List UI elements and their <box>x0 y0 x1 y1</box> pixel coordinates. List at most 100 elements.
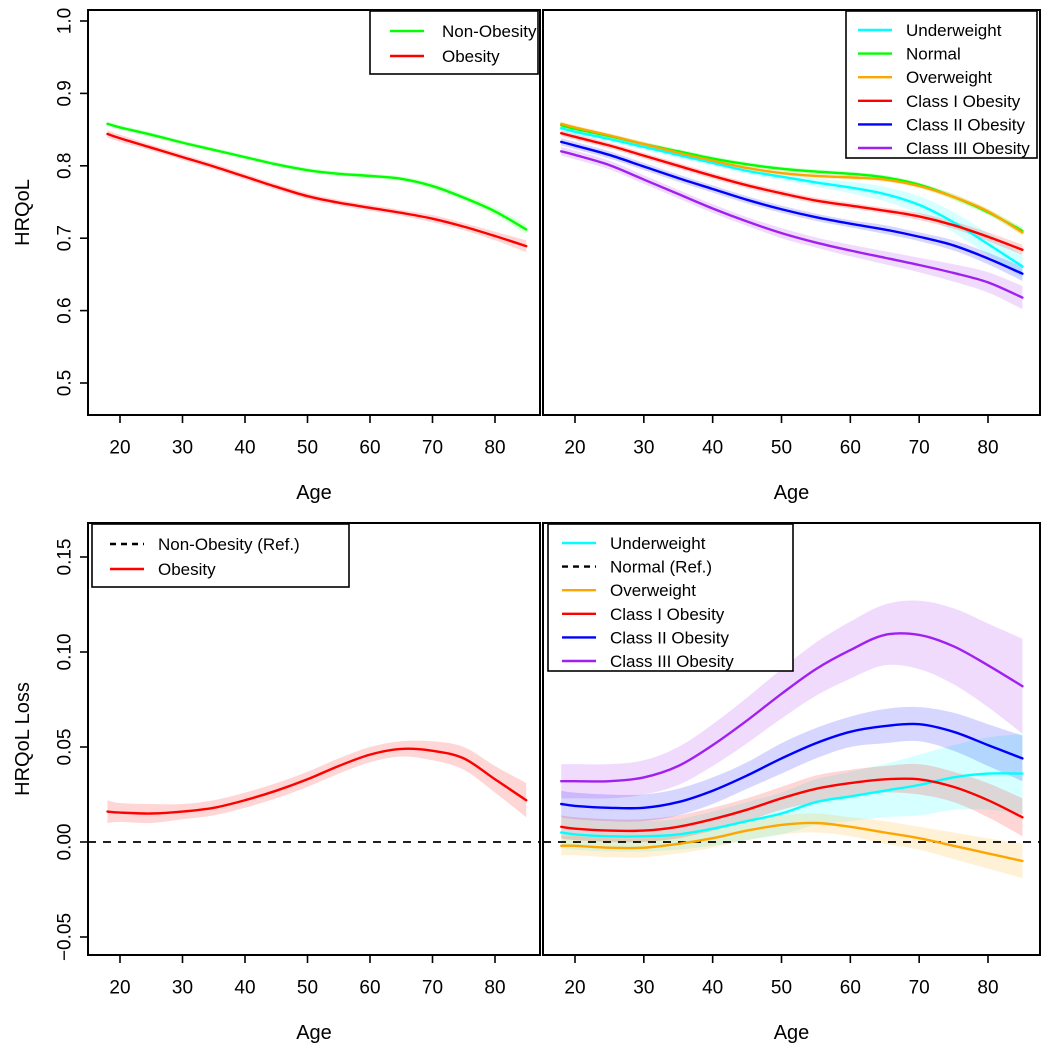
y-axis-hrqol-by-obesity-status: 0.5 0.6 0.7 0.8 0.9 1.0 HRQoL <box>12 8 88 396</box>
legend-item-class-i-obesity: Class I Obesity <box>562 605 725 624</box>
x-tick-label: 20 <box>564 978 585 999</box>
x-tick-label: 70 <box>909 438 930 459</box>
legend-item-label: Overweight <box>610 581 696 600</box>
legend-item-non-obesity-ref: Non-Obesity (Ref.) <box>110 535 300 554</box>
band-class-i-obesity <box>561 763 1023 843</box>
x-tick-label: 60 <box>359 978 380 999</box>
plot-area-hrqol-loss-by-bmi-category <box>543 600 1040 879</box>
legend-hrqol-by-obesity-status: Non-Obesity Obesity <box>369 10 539 75</box>
legend-item-label: Normal <box>906 45 961 64</box>
x-tick-label: 40 <box>234 438 255 459</box>
series-line-non-obesity <box>106 122 528 231</box>
series-line-obesity <box>106 132 528 248</box>
legend-item-overweight: Overweight <box>562 581 696 600</box>
band-obesity <box>107 740 527 824</box>
legend-item-class-ii-obesity: Class II Obesity <box>562 628 730 647</box>
legend-item-label: Obesity <box>442 47 500 66</box>
legend-item-class-i-obesity: Class I Obesity <box>858 92 1021 111</box>
x-tick-label: 70 <box>909 978 930 999</box>
panel-hrqol-loss-by-bmi-category: 20 30 40 50 60 70 80 Age Underweight Normal (Ref.… <box>542 522 1041 1044</box>
y-tick-label: 0.9 <box>55 80 76 106</box>
x-tick-label: 30 <box>172 978 193 999</box>
legend-box <box>91 523 350 588</box>
y-tick-label: −0.05 <box>55 913 76 961</box>
y-axis-hrqol-loss-by-obesity-status: −0.05 0.00 0.05 0.10 0.15 HRQoL Loss <box>12 539 88 961</box>
x-axis-hrqol-loss-by-bmi-category: 20 30 40 50 60 70 80 Age <box>564 955 999 1044</box>
panel-border <box>87 9 541 416</box>
y-tick-label: 0.5 <box>55 370 76 396</box>
band-class-iii-obesity <box>561 146 1023 310</box>
band-underweight <box>561 124 1023 279</box>
y-tick-label: 0.7 <box>55 225 76 251</box>
x-tick-label: 40 <box>702 438 723 459</box>
legend-item-obesity: Obesity <box>110 560 216 579</box>
x-tick-label: 40 <box>702 978 723 999</box>
series-line-overweight <box>560 122 1024 234</box>
series-line-class-ii-obesity <box>560 140 1024 275</box>
x-tick-label: 40 <box>234 978 255 999</box>
panel-hrqol-by-bmi-category: 20 30 40 50 60 70 80 Age Underweight Normal Overwe… <box>542 9 1041 504</box>
band-overweight <box>561 813 1023 879</box>
legend-item-label: Non-Obesity (Ref.) <box>158 535 300 554</box>
x-tick-label: 70 <box>422 438 443 459</box>
panel-border <box>87 522 541 956</box>
plot-area-hrqol-by-bmi-category <box>560 121 1024 310</box>
series-line-obesity <box>106 747 528 815</box>
x-axis-title: Age <box>774 482 810 504</box>
x-tick-label: 60 <box>840 978 861 999</box>
y-tick-label: 1.0 <box>55 8 76 34</box>
band-class-ii-obesity <box>561 138 1023 281</box>
legend-item-label: Normal (Ref.) <box>610 558 712 577</box>
series-line-class-ii-obesity <box>560 722 1024 810</box>
x-axis-title: Age <box>296 482 332 504</box>
panel-hrqol-loss-by-obesity-status: 20 30 40 50 60 70 80 Age −0.05 0.00 0.05 0.10 0.15 HR… <box>12 522 541 1044</box>
x-tick-label: 60 <box>840 438 861 459</box>
legend-box <box>845 10 1038 159</box>
legend-box <box>369 10 539 75</box>
x-tick-label: 50 <box>771 978 792 999</box>
x-tick-label: 50 <box>771 438 792 459</box>
y-tick-label: 0.6 <box>55 297 76 323</box>
band-class-i-obesity <box>561 130 1023 255</box>
legend-item-class-iii-obesity: Class III Obesity <box>858 139 1030 158</box>
x-axis-hrqol-loss-by-obesity-status: 20 30 40 50 60 70 80 Age <box>109 955 506 1044</box>
legend-item-label: Overweight <box>906 68 992 87</box>
series-line-class-iii-obesity <box>560 632 1024 783</box>
legend-item-label: Class III Obesity <box>906 139 1030 158</box>
x-axis-title: Age <box>774 1022 810 1044</box>
legend-item-label: Underweight <box>906 21 1002 40</box>
legend-item-label: Class I Obesity <box>906 92 1021 111</box>
legend-item-overweight: Overweight <box>858 68 992 87</box>
x-axis-hrqol-by-obesity-status: 20 30 40 50 60 70 80 Age <box>109 415 506 504</box>
y-tick-label: 0.05 <box>55 729 76 766</box>
legend-item-label: Class III Obesity <box>610 652 734 671</box>
band-obesity <box>107 130 527 252</box>
legend-hrqol-loss-by-obesity-status: Non-Obesity (Ref.) Obesity <box>91 523 350 588</box>
legend-item-underweight: Underweight <box>858 21 1002 40</box>
x-tick-label: 20 <box>109 978 130 999</box>
plot-area-hrqol-by-obesity-status <box>106 121 528 252</box>
series-line-overweight <box>560 821 1024 863</box>
legend-hrqol-loss-by-bmi-category: Underweight Normal (Ref.) Overweight Class … <box>547 523 794 672</box>
y-axis-title: HRQoL Loss <box>12 682 34 796</box>
panel-border <box>542 522 1041 956</box>
y-tick-label: 0.8 <box>55 153 76 179</box>
series-line-class-i-obesity <box>560 777 1024 833</box>
x-axis-hrqol-by-bmi-category: 20 30 40 50 60 70 80 Age <box>564 415 999 504</box>
x-tick-label: 80 <box>977 978 998 999</box>
legend-item-label: Class II Obesity <box>906 115 1026 134</box>
legend-hrqol-by-bmi-category: Underweight Normal Overweight Class I Obesi… <box>845 10 1038 159</box>
series-line-class-iii-obesity <box>560 150 1024 299</box>
x-tick-label: 50 <box>297 438 318 459</box>
legend-item-label: Class I Obesity <box>610 605 725 624</box>
series-line-class-i-obesity <box>560 132 1024 251</box>
x-tick-label: 30 <box>172 438 193 459</box>
x-tick-label: 80 <box>484 978 505 999</box>
series-line-underweight <box>560 126 1024 268</box>
band-underweight <box>561 733 1023 852</box>
x-tick-label: 80 <box>484 438 505 459</box>
legend-item-non-obesity: Non-Obesity <box>390 22 537 41</box>
legend-item-label: Class II Obesity <box>610 628 730 647</box>
x-tick-label: 20 <box>109 438 130 459</box>
